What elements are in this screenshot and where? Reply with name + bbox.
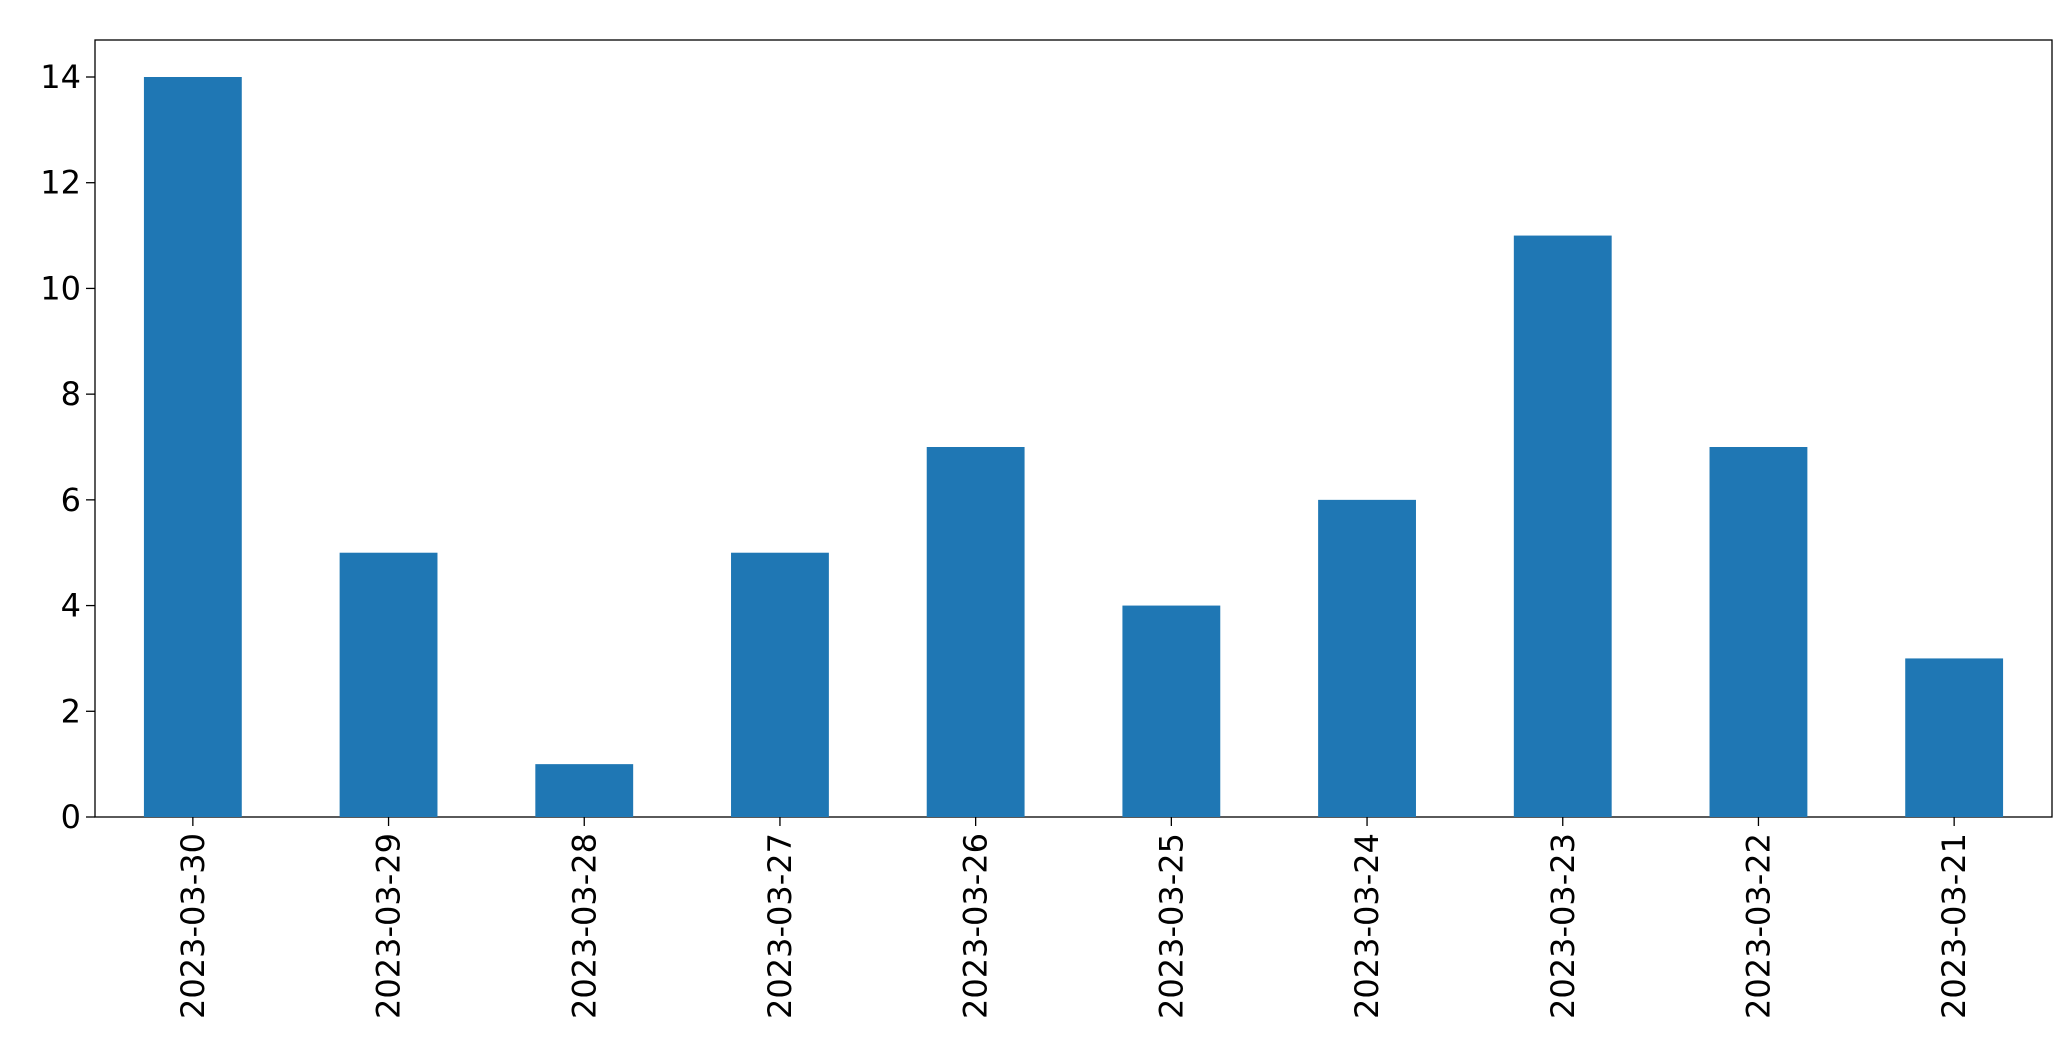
bar [1318, 499, 1416, 817]
x-tick-label: 2023-03-29 [370, 833, 408, 1019]
x-tick-label: 2023-03-26 [957, 833, 995, 1019]
x-tick-label: 2023-03-21 [1935, 833, 1973, 1019]
x-tick-label: 2023-03-27 [761, 833, 799, 1019]
axes-frame [94, 39, 2053, 818]
y-tick-label: 4 [61, 587, 81, 625]
bar [1513, 235, 1612, 818]
bar [1122, 605, 1221, 817]
x-tick-label: 2023-03-25 [1152, 833, 1190, 1019]
y-tick-label: 8 [61, 375, 81, 413]
x-tick-label: 2023-03-23 [1544, 833, 1582, 1019]
x-tick-label: 2023-03-22 [1739, 833, 1777, 1019]
bar [926, 447, 1025, 817]
x-tick-label: 2023-03-24 [1348, 833, 1386, 1019]
bar [1709, 447, 1808, 817]
y-tick-label: 10 [40, 269, 81, 307]
bar [1905, 658, 2004, 817]
y-tick-label: 0 [61, 798, 81, 836]
y-tick-label: 12 [40, 164, 81, 202]
y-tick-label: 2 [61, 692, 81, 730]
x-tick-label: 2023-03-28 [565, 833, 603, 1019]
bar [731, 552, 829, 817]
y-tick-label: 14 [40, 58, 81, 96]
x-tick-label: 2023-03-30 [174, 833, 212, 1019]
bar [143, 77, 242, 817]
bar [339, 552, 438, 817]
bar [535, 764, 634, 817]
y-tick-label: 6 [61, 481, 81, 519]
